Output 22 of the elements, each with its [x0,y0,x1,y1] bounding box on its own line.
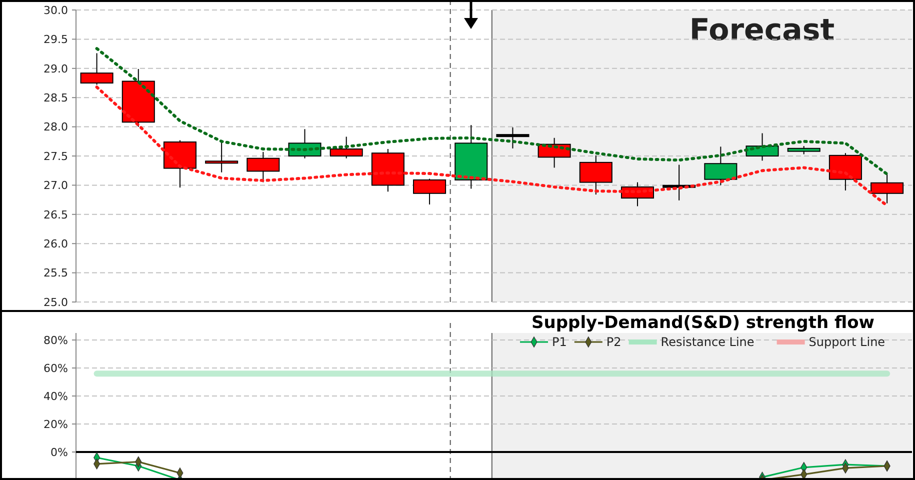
legend-label: P1 [552,335,567,350]
y-tick-label: 80% [44,334,68,347]
y-tick-label: 30.0 [44,4,68,17]
legend-label: P2 [606,335,622,350]
chart-title: Supply-Demand(S&D) strength flow [532,313,875,333]
y-tick-label: 40% [44,390,68,403]
y-tick-label: 27.0 [44,179,68,192]
legend-label: Resistance Line [660,335,754,350]
y-tick-label: 28.5 [44,91,68,104]
y-tick-label: 25.5 [44,266,68,280]
y-tick-label: 60% [44,362,68,375]
annotation: Forecast [689,13,835,48]
y-tick-label: 29.0 [44,62,68,76]
y-tick-label: 25.0 [44,296,68,309]
legend-label: Support Line [808,335,886,350]
y-tick-label: 20% [44,418,68,431]
y-tick-label: 0% [50,446,68,459]
y-tick-label: 28.0 [44,120,68,134]
y-tick-label: 26.0 [44,237,68,250]
y-tick-label: 29.5 [44,33,68,46]
y-tick-label: 27.5 [44,150,68,163]
y-tick-label: 26.5 [44,208,68,222]
